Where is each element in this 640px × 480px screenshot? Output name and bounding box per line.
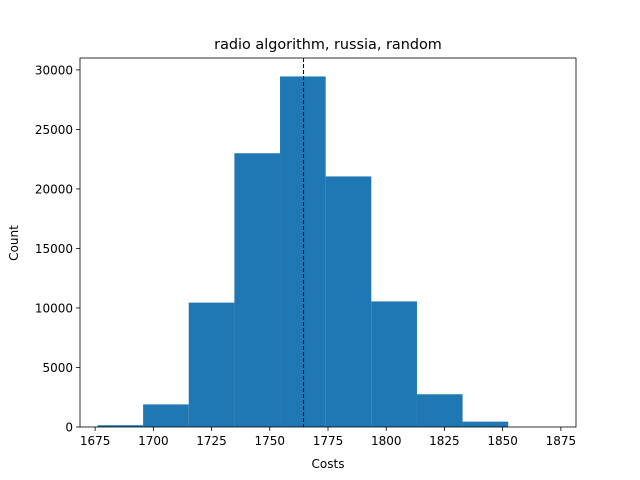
x-tick-label: 1750 xyxy=(255,434,286,448)
x-axis-label: Costs xyxy=(312,457,345,471)
histogram-bar xyxy=(371,301,417,427)
histogram-bar xyxy=(280,76,326,427)
y-tick-label: 15000 xyxy=(35,242,73,256)
x-tick-label: 1775 xyxy=(313,434,344,448)
y-tick-label: 20000 xyxy=(35,182,73,196)
y-tick-label: 25000 xyxy=(35,123,73,137)
y-axis-label: Count xyxy=(7,225,21,261)
histogram-bar xyxy=(234,153,281,427)
x-tick-label: 1700 xyxy=(138,434,169,448)
histogram-bar xyxy=(97,425,144,427)
y-tick-label: 5000 xyxy=(42,361,73,375)
y-tick-label: 30000 xyxy=(35,63,73,77)
y-tick-label: 0 xyxy=(65,421,73,435)
x-ticks-group: 1675 1700 1725 1750 1775 1800 1825 1850 1875 xyxy=(80,427,576,448)
histogram-bar xyxy=(143,404,189,427)
histogram-bar xyxy=(188,302,235,427)
x-tick-label: 1725 xyxy=(196,434,227,448)
x-tick-label: 1675 xyxy=(80,434,111,448)
histogram-bar xyxy=(416,394,463,427)
y-ticks-group: 0 5000 10000 15000 20000 25000 30000 xyxy=(35,63,80,435)
chart-title: radio algorithm, russia, random xyxy=(214,37,442,53)
x-tick-label: 1825 xyxy=(429,434,460,448)
histogram-bar xyxy=(462,421,509,427)
x-tick-label: 1800 xyxy=(371,434,402,448)
bars-group xyxy=(97,76,509,427)
x-tick-label: 1875 xyxy=(546,434,577,448)
histogram-bar xyxy=(325,176,372,427)
y-tick-label: 10000 xyxy=(35,301,73,315)
x-tick-label: 1850 xyxy=(487,434,518,448)
